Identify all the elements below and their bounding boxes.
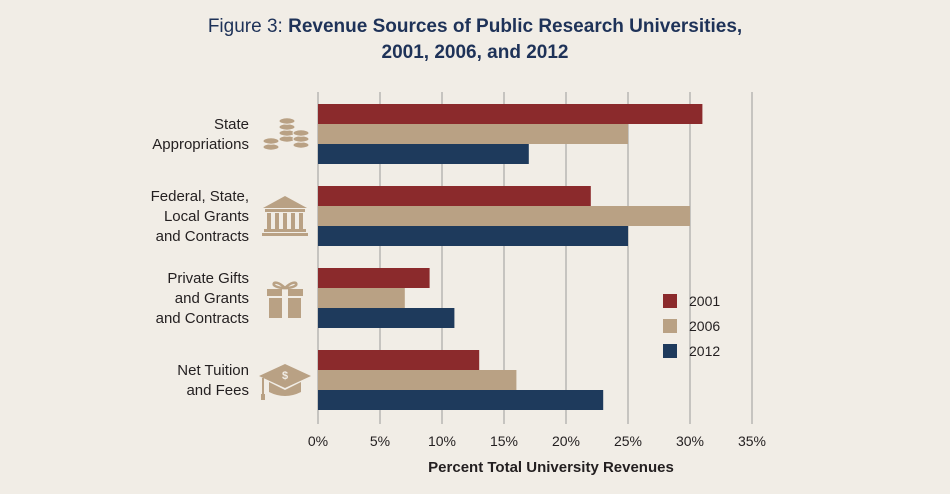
building-column xyxy=(283,213,287,229)
title-text-line-1: Revenue Sources of Public Research Unive… xyxy=(288,16,743,37)
gift-lid-right xyxy=(288,289,303,296)
building-column xyxy=(299,213,303,229)
x-tick-label: 5% xyxy=(370,433,390,449)
legend-label-2001: 2001 xyxy=(689,293,720,309)
category-label-line: Net Tuition xyxy=(177,362,249,379)
bar-2006-3 xyxy=(318,288,405,308)
category-label-line: Local Grants xyxy=(164,208,249,225)
gift-box-left xyxy=(269,298,282,318)
bar-2006-2 xyxy=(318,206,690,226)
x-tick-label: 30% xyxy=(676,433,704,449)
building-column xyxy=(291,213,295,229)
category-label-line: Federal, State, xyxy=(151,188,249,205)
category-label-line: and Contracts xyxy=(156,228,249,245)
building-base xyxy=(264,229,306,232)
x-tick-label: 10% xyxy=(428,433,456,449)
coin xyxy=(292,141,310,149)
cap-board xyxy=(259,364,311,388)
coins-icon xyxy=(262,117,310,151)
building-beam xyxy=(265,209,305,212)
bar-2012-4 xyxy=(318,390,604,410)
category-label-line: and Grants xyxy=(175,290,249,307)
legend-swatch-2012 xyxy=(663,344,677,358)
building-column xyxy=(267,213,271,229)
bar-2001-2 xyxy=(318,186,591,206)
gift-icon xyxy=(267,281,303,318)
title-line-1: Figure 3: Revenue Sources of Public Rese… xyxy=(0,14,950,40)
cap-dollar-sign: $ xyxy=(282,370,288,382)
legend-swatch-2001 xyxy=(663,294,677,308)
chart-title: Figure 3: Revenue Sources of Public Rese… xyxy=(0,14,950,66)
bars xyxy=(318,104,703,410)
x-tick-label: 0% xyxy=(308,433,328,449)
legend-label-2012: 2012 xyxy=(689,343,720,359)
category-labels: State Appropriations Federal, State, Local … xyxy=(151,116,249,399)
title-text-line-2: 2001, 2006, and 2012 xyxy=(381,42,569,63)
x-tick-label: 15% xyxy=(490,433,518,449)
coin xyxy=(262,143,280,151)
x-tick-label: 35% xyxy=(738,433,766,449)
gift-lid-left xyxy=(267,289,282,296)
figure-label: Figure 3: xyxy=(207,16,283,37)
category-label-line: and Fees xyxy=(186,382,249,399)
coin xyxy=(292,135,310,143)
bar-2012-3 xyxy=(318,308,455,328)
cap-base xyxy=(269,382,301,396)
category-label-line: State xyxy=(214,116,249,133)
legend: 2001 2006 2012 xyxy=(663,293,720,359)
building-roof xyxy=(263,196,307,208)
bar-2006-4 xyxy=(318,370,517,390)
building-step xyxy=(262,233,308,236)
bar-2012-2 xyxy=(318,226,628,246)
bar-2006-1 xyxy=(318,124,628,144)
building-column xyxy=(275,213,279,229)
x-tick-label: 20% xyxy=(552,433,580,449)
x-axis-ticks: 0% 5% 10% 15% 20% 25% 30% 35% xyxy=(308,433,766,449)
x-axis-title: Percent Total University Revenues xyxy=(428,459,674,476)
gift-box-right xyxy=(288,298,301,318)
category-label-line: Private Gifts xyxy=(167,270,249,287)
coin xyxy=(262,137,280,145)
coin xyxy=(278,117,296,125)
legend-label-2006: 2006 xyxy=(689,318,720,334)
category-label-line: Appropriations xyxy=(152,136,249,153)
bar-2012-1 xyxy=(318,144,529,164)
legend-swatch-2006 xyxy=(663,319,677,333)
government-building-icon xyxy=(262,196,308,236)
gift-bow-left xyxy=(272,281,289,290)
gift-bow-right xyxy=(281,281,298,290)
bar-2001-1 xyxy=(318,104,703,124)
coin xyxy=(292,129,310,137)
category-label-line: and Contracts xyxy=(156,310,249,327)
bar-2001-4 xyxy=(318,350,480,370)
cap-tassel-end xyxy=(261,394,265,400)
coin xyxy=(278,123,296,131)
bar-2001-3 xyxy=(318,268,430,288)
graduation-cap-icon: $ xyxy=(259,364,311,400)
x-tick-label: 25% xyxy=(614,433,642,449)
